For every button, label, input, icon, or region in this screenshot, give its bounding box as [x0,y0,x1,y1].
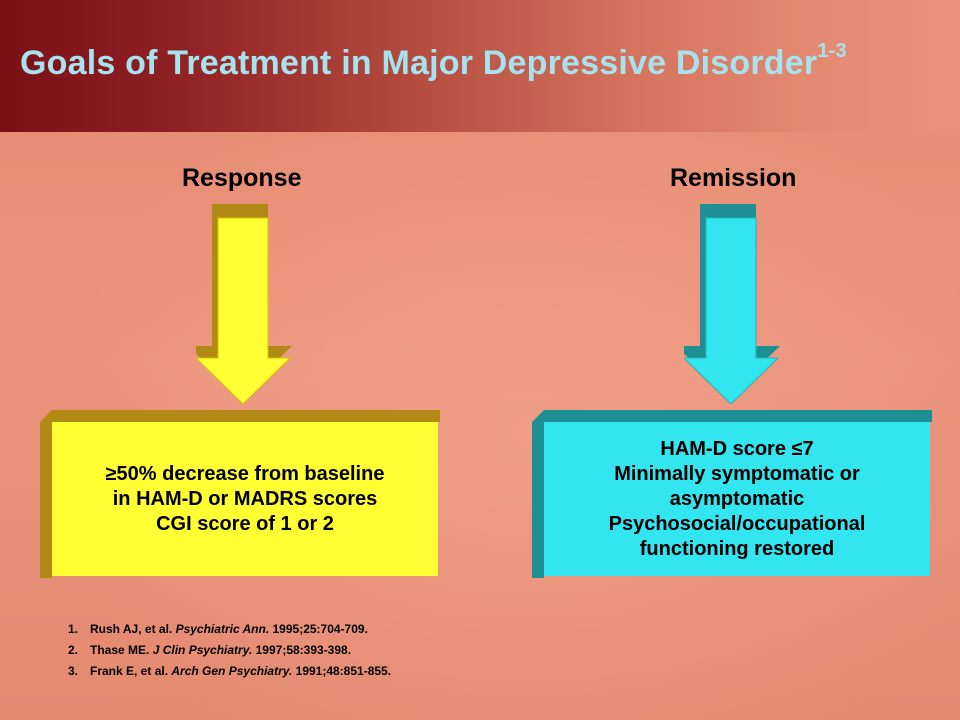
reference-journal: J Clin Psychiatry. [152,643,253,657]
reference-number: 2. [68,643,79,657]
reference-text: Thase ME. J Clin Psychiatry. 1997;58:393… [90,643,352,657]
reference-item: 3. Frank E, et al. Arch Gen Psychiatry. … [68,664,478,679]
remission-line-1: HAM-D score ≤7 [660,437,814,460]
title-superscript: 1-3 [817,40,847,62]
reference-journal: Psychiatric Ann. [175,622,270,636]
reference-text: Frank E, et al. Arch Gen Psychiatry. 199… [90,664,392,678]
title-band [0,0,960,132]
response-heading: Response [182,164,302,192]
remission-line-5: functioning restored [639,537,835,560]
slide-title: Goals of Treatment in Major Depressive D… [20,40,847,82]
response-line-2: in HAM-D or MADRS scores [112,487,378,510]
response-line-3: CGI score of 1 or 2 [156,512,334,535]
reference-item: 1. Rush AJ, et al. Psychiatric Ann. 1995… [68,622,478,637]
reference-number: 3. [68,664,79,678]
response-down-arrow-icon [196,204,292,404]
remission-criteria-box: HAM-D score ≤7 Minimally symptomatic or … [544,422,930,576]
remission-line-2: Minimally symptomatic or [614,462,860,485]
response-line-1: ≥50% decrease from baseline [105,462,385,485]
remission-line-3: asymptomatic [669,487,805,510]
reference-journal: Arch Gen Psychiatry. [171,664,293,678]
reference-text: Rush AJ, et al. Psychiatric Ann. 1995;25… [90,622,368,636]
references-list: 1. Rush AJ, et al. Psychiatric Ann. 1995… [68,622,478,685]
response-criteria-box: ≥50% decrease from baseline in HAM-D or … [52,422,438,576]
reference-number: 1. [68,622,79,636]
remission-down-arrow-icon [684,204,780,404]
remission-line-4: Psychosocial/occupational [608,512,866,535]
remission-heading: Remission [670,164,797,192]
reference-item: 2. Thase ME. J Clin Psychiatry. 1997;58:… [68,643,478,658]
